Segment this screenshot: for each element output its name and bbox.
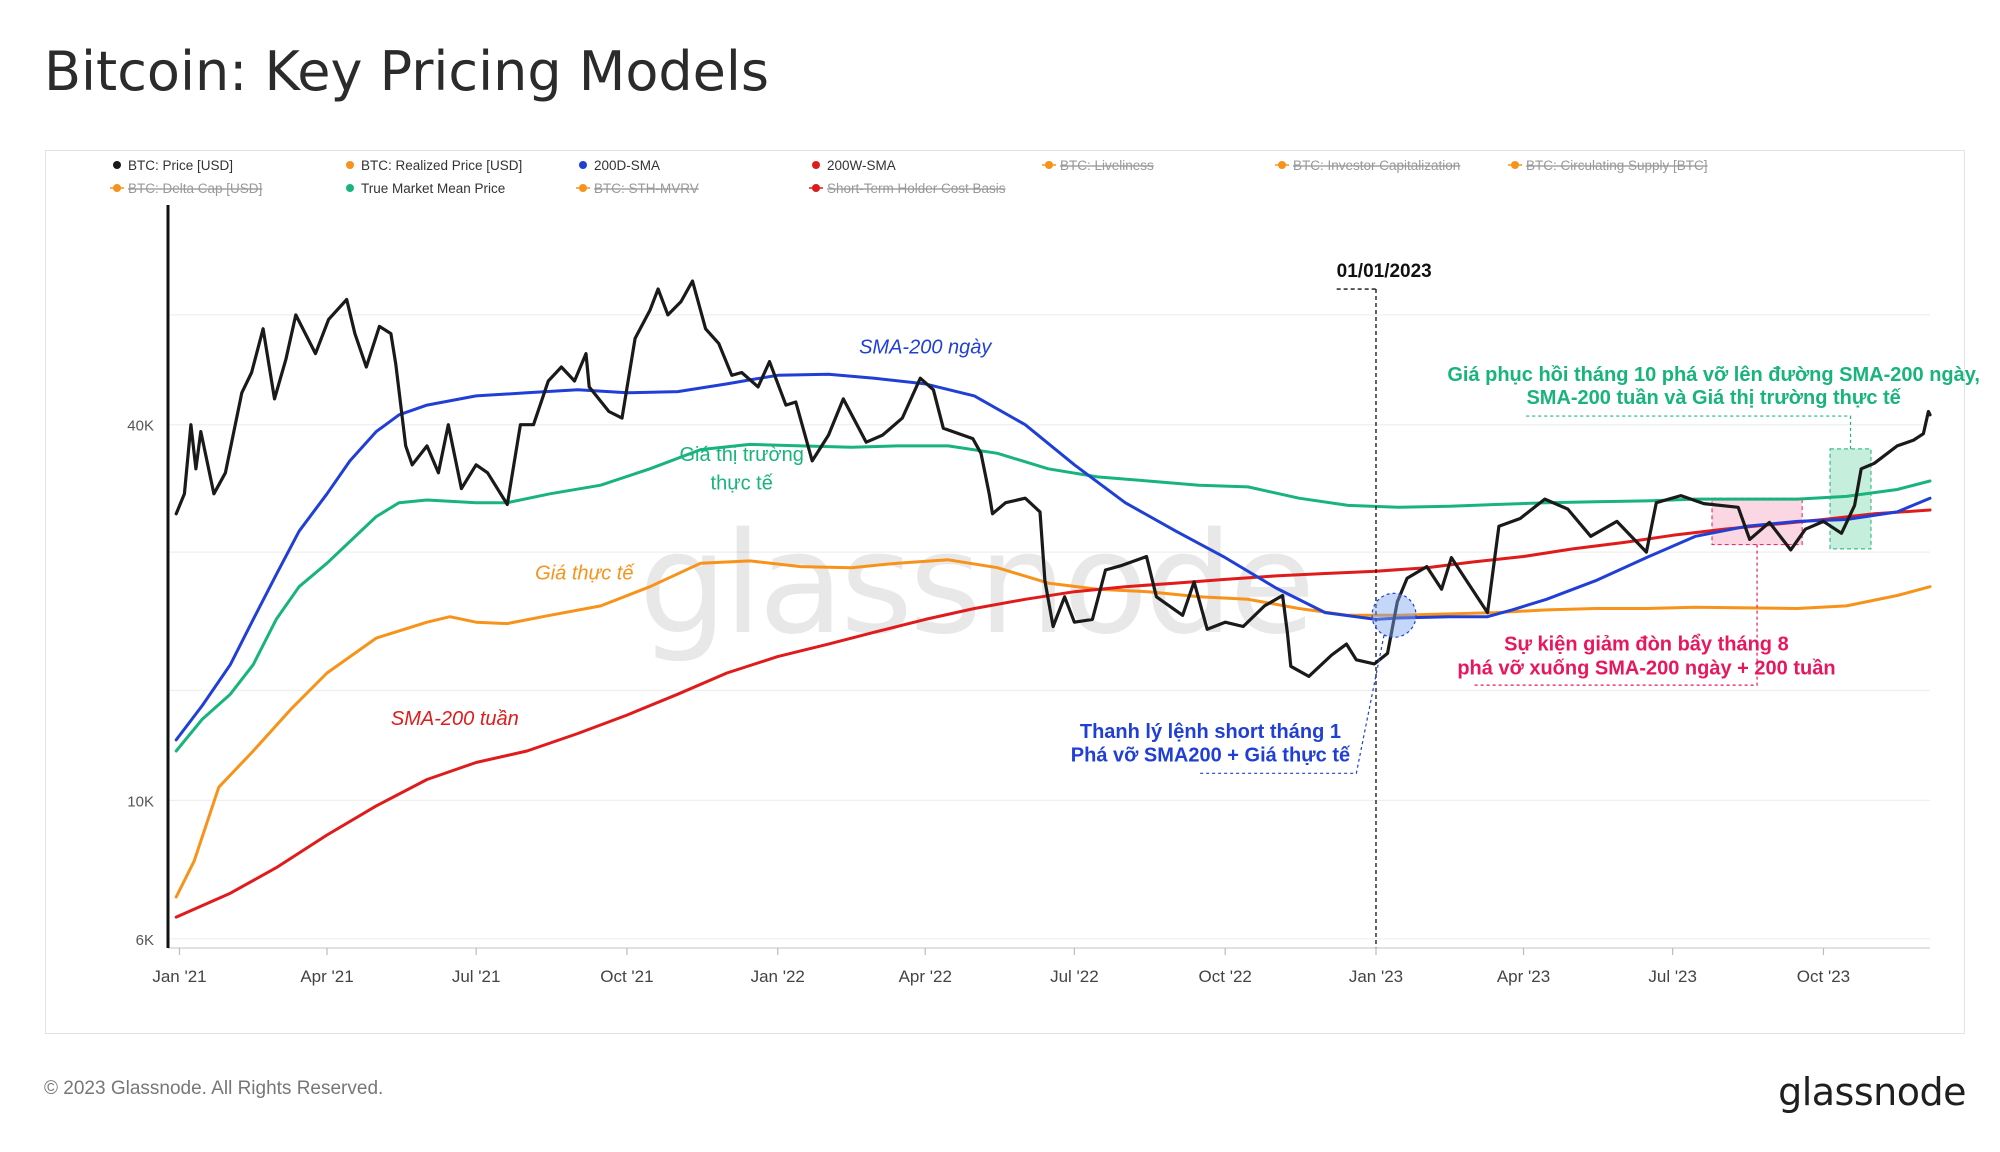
x-tick-label: Oct '22 — [1199, 967, 1252, 986]
january-annotation-connector — [1198, 635, 1385, 774]
legend-item[interactable]: 200W-SMA — [812, 158, 896, 173]
legend-label: BTC: Price [USD] — [128, 158, 233, 173]
legend-item[interactable]: BTC: Circulating Supply [BTC] — [1508, 158, 1708, 173]
annotation-label: SMA-200 ngày — [859, 337, 992, 359]
annotation-label: Sự kiện giảm đòn bẩy tháng 8 — [1504, 633, 1789, 655]
annotation-label: 01/01/2023 — [1337, 261, 1432, 282]
page-title: Bitcoin: Key Pricing Models — [44, 40, 770, 103]
series-line-200w-sma — [174, 508, 1932, 919]
axes: 6K 10K 40K Jan '21 Apr '21 Jul '21 Oct '21 Jan … — [127, 205, 1930, 986]
annotation-label: SMA-200 tuần và Giá thị trường thực tế — [1526, 387, 1901, 409]
series-line-btc-price-usd — [174, 279, 1932, 678]
annotation-label: Giá thị trường — [680, 444, 804, 466]
august-annotation-connector — [1472, 544, 1758, 686]
legend-item[interactable]: BTC: Price [USD] — [113, 158, 233, 173]
glassnode-logo: glassnode — [1778, 1070, 1966, 1114]
grid — [168, 314, 1930, 940]
x-tick-label: Apr '23 — [1497, 967, 1550, 986]
legend-item[interactable]: BTC: Delta Cap [USD] — [110, 181, 262, 196]
x-tick-label: Oct '21 — [600, 967, 653, 986]
chart-frame — [45, 150, 1965, 1034]
legend-item[interactable]: BTC: STH-MVRV — [576, 181, 699, 196]
watermark: glassnode — [639, 503, 1312, 666]
x-tick-label: Jan '22 — [751, 967, 805, 986]
legend-label: BTC: Delta Cap [USD] — [128, 181, 262, 196]
legend-label: BTC: Investor Capitalization — [1293, 158, 1460, 173]
legend-item[interactable]: BTC: Realized Price [USD] — [346, 158, 522, 173]
legend-item[interactable]: BTC: Investor Capitalization — [1275, 158, 1460, 173]
legend-marker — [579, 161, 587, 169]
october-annotation-connector — [1523, 415, 1852, 449]
legend-label: BTC: Realized Price [USD] — [361, 158, 522, 173]
annotation-label: Thanh lý lệnh short tháng 1 — [1080, 721, 1341, 743]
x-tick-label: Jan '21 — [152, 967, 206, 986]
x-tick-label: Apr '21 — [300, 967, 353, 986]
overlay-layer — [1198, 288, 1852, 948]
legend-item[interactable]: BTC: Liveliness — [1042, 158, 1154, 173]
legend-label: True Market Mean Price — [361, 181, 505, 196]
annotation-label: Giá phục hồi tháng 10 phá vỡ lên đường S… — [1447, 364, 1980, 386]
annotation-label: phá vỡ xuống SMA-200 ngày + 200 tuần — [1457, 658, 1835, 680]
annotation-label: Giá thực tế — [535, 562, 635, 584]
legend-item[interactable]: 200D-SMA — [579, 158, 660, 173]
october-breakout-highlight — [1829, 448, 1872, 550]
legend-marker — [346, 184, 354, 192]
series-line-200d-sma — [174, 372, 1932, 742]
legend-label: Short-Term Holder Cost Basis — [827, 181, 1006, 196]
x-tick-label: Jul '21 — [452, 967, 501, 986]
annotations: SMA-200 ngày Giá thị trường thực tế Giá thự… — [391, 261, 1980, 766]
annotation-label: SMA-200 tuần — [391, 708, 519, 730]
legend-label: 200D-SMA — [594, 158, 660, 173]
legend-label: 200W-SMA — [827, 158, 896, 173]
legend-marker — [812, 161, 820, 169]
y-tick-label: 6K — [136, 932, 154, 949]
x-tick-label: Jul '23 — [1648, 967, 1697, 986]
series-line-true-market-mean-price — [174, 442, 1932, 753]
legend-marker — [346, 161, 354, 169]
copyright-footer: © 2023 Glassnode. All Rights Reserved. — [44, 1078, 384, 1099]
legend: BTC: Price [USD] BTC: Realized Price [USD… — [110, 158, 1708, 196]
x-tick-label: Apr '22 — [899, 967, 952, 986]
legend-label: BTC: STH-MVRV — [594, 181, 699, 196]
x-tick-label: Oct '23 — [1797, 967, 1850, 986]
legend-label: BTC: Circulating Supply [BTC] — [1526, 158, 1708, 173]
legend-item[interactable]: True Market Mean Price — [346, 181, 505, 196]
january-breakout-circle — [1371, 592, 1417, 638]
legend-item[interactable]: Short-Term Holder Cost Basis — [809, 181, 1006, 196]
y-tick-label: 10K — [127, 793, 154, 810]
x-tick-label: Jan '23 — [1349, 967, 1403, 986]
series-line-btc-realized-price-usd — [174, 558, 1932, 899]
series-layer — [174, 279, 1932, 919]
y-tick-label: 40K — [127, 418, 154, 435]
legend-label: BTC: Liveliness — [1060, 158, 1154, 173]
annotation-label: Phá vỡ SMA200 + Giá thực tế — [1071, 744, 1351, 766]
legend-marker — [113, 161, 121, 169]
x-tick-label: Jul '22 — [1050, 967, 1099, 986]
annotation-label: thực tế — [711, 472, 773, 494]
